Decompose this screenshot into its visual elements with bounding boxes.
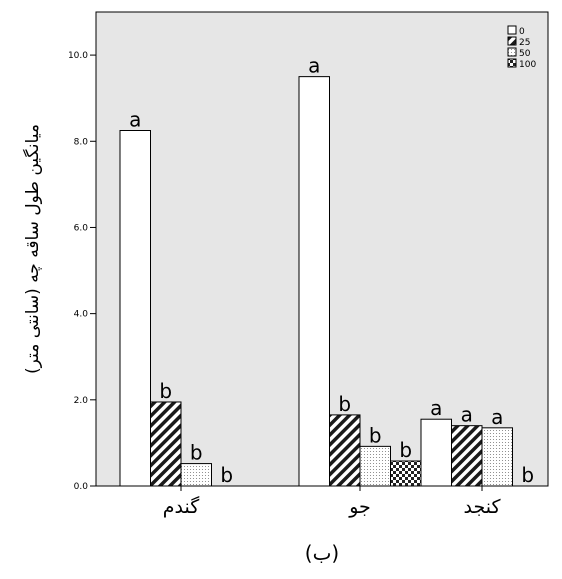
legend-swatch-50 (507, 47, 517, 57)
bar-0-2 (420, 418, 452, 487)
y-tick-label: 4.0 (74, 310, 89, 320)
figure-caption: (ب) (305, 541, 339, 565)
significance-letter: a (461, 403, 473, 427)
significance-letter: b (369, 423, 382, 447)
significance-letter: b (399, 438, 412, 462)
y-tick-label: 0.0 (74, 482, 89, 492)
significance-letter: a (308, 54, 320, 78)
x-category-label: کنجد (463, 496, 501, 518)
significance-letter: a (491, 405, 503, 429)
bar-50-2 (481, 427, 513, 487)
y-axis-label: میانگین طول ساقه چه (سانتی متر) (22, 124, 43, 374)
significance-letter: a (129, 108, 141, 132)
bar-25-1 (329, 414, 361, 487)
bar-50-1 (359, 445, 391, 487)
legend-swatch-25 (507, 36, 517, 46)
x-category-label: گندم (163, 495, 200, 518)
bar-50-0 (180, 463, 212, 487)
x-category-label: جو (348, 496, 371, 518)
legend-swatch-100 (507, 58, 517, 68)
legend-label: 50 (519, 49, 531, 59)
legend-label: 0 (519, 27, 525, 37)
x-axis: گندم جو کنجد (163, 486, 501, 518)
bar-25-0 (150, 401, 182, 487)
legend-swatch-0 (507, 25, 517, 35)
legend-label: 25 (519, 38, 530, 48)
significance-letter: b (190, 441, 203, 465)
y-tick-label: 10.0 (68, 51, 88, 61)
bar-25-2 (451, 425, 483, 487)
y-tick-label: 2.0 (74, 396, 89, 406)
y-tick-label: 8.0 (74, 137, 89, 147)
bar-0-0 (119, 130, 151, 487)
significance-letter: b (220, 463, 233, 487)
bar-0-1 (298, 76, 330, 487)
y-tick-label: 6.0 (74, 223, 89, 233)
y-axis: 0.0 2.0 4.0 6.0 8.0 10.0 (68, 51, 96, 492)
significance-letter: b (521, 463, 534, 487)
significance-letter: a (430, 396, 442, 420)
significance-letter: b (159, 379, 172, 403)
significance-letter: b (338, 392, 351, 416)
bar-100-1 (390, 460, 422, 487)
legend-label: 100 (519, 60, 536, 70)
